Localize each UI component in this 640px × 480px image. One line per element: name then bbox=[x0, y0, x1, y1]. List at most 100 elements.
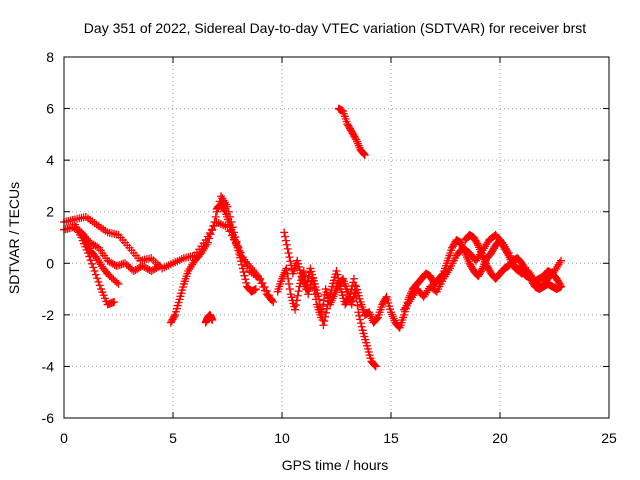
data-point-marker bbox=[257, 279, 266, 288]
data-point-marker bbox=[557, 282, 566, 291]
data-point-marker bbox=[234, 246, 243, 255]
data-point-marker bbox=[355, 311, 364, 320]
data-point-marker bbox=[170, 312, 179, 321]
data-point-marker bbox=[319, 321, 328, 330]
data-point-marker bbox=[94, 277, 103, 286]
data-point-marker bbox=[242, 278, 251, 287]
data-point-marker bbox=[206, 230, 215, 239]
data-point-marker bbox=[241, 275, 250, 284]
data-point-marker bbox=[352, 294, 361, 303]
data-point-marker bbox=[291, 305, 300, 314]
data-point-marker bbox=[320, 317, 329, 326]
data-point-marker bbox=[315, 295, 324, 304]
data-point-marker bbox=[210, 218, 219, 227]
chart-title: Day 351 of 2022, Sidereal Day-to-day VTE… bbox=[84, 20, 586, 36]
data-point-marker bbox=[301, 285, 310, 294]
data-point-marker bbox=[294, 287, 303, 296]
data-point-marker bbox=[360, 150, 369, 159]
data-point-marker bbox=[334, 274, 343, 283]
data-point-marker bbox=[356, 319, 365, 328]
data-point-marker bbox=[282, 240, 291, 249]
data-point-marker bbox=[473, 239, 482, 248]
data-point-marker bbox=[281, 232, 290, 241]
data-point-marker bbox=[353, 301, 362, 310]
data-point-marker bbox=[95, 281, 104, 290]
data-point-marker bbox=[110, 297, 119, 306]
data-point-marker bbox=[285, 253, 294, 262]
data-point-marker bbox=[269, 297, 278, 306]
y-tick-label: -4 bbox=[42, 358, 55, 374]
data-point-marker bbox=[285, 285, 294, 294]
data-point-marker bbox=[335, 277, 344, 286]
data-point-marker bbox=[91, 270, 100, 279]
data-point-marker bbox=[332, 267, 341, 276]
data-point-marker bbox=[237, 257, 246, 266]
data-point-marker bbox=[354, 308, 363, 317]
y-tick-label: 8 bbox=[46, 49, 54, 65]
plot-frame bbox=[63, 56, 610, 419]
data-point-marker bbox=[284, 274, 293, 283]
data-point-marker bbox=[315, 300, 324, 309]
data-point-marker bbox=[333, 270, 342, 279]
data-point-marker bbox=[90, 267, 99, 276]
data-point-marker bbox=[321, 312, 330, 321]
data-point-marker bbox=[371, 362, 380, 371]
data-point-marker bbox=[281, 236, 290, 245]
y-tick-label: 0 bbox=[46, 255, 54, 271]
x-tick-label: 0 bbox=[60, 430, 68, 446]
data-point-marker bbox=[259, 283, 268, 292]
data-point-marker bbox=[324, 296, 333, 305]
data-point-marker bbox=[89, 263, 98, 272]
data-point-marker bbox=[260, 286, 269, 295]
data-point-marker bbox=[316, 305, 325, 314]
data-point-marker bbox=[211, 212, 220, 221]
y-tick-label: 6 bbox=[46, 101, 54, 117]
data-point-marker bbox=[154, 262, 163, 271]
data-point-marker bbox=[282, 264, 291, 273]
data-point-marker bbox=[291, 301, 300, 310]
y-axis-label: SDTVAR / TECUs bbox=[6, 182, 22, 294]
data-point-marker bbox=[114, 279, 123, 288]
data-point-marker bbox=[322, 308, 331, 317]
data-point-marker bbox=[235, 250, 244, 259]
data-point-marker bbox=[394, 322, 403, 331]
data-point-marker bbox=[557, 256, 566, 265]
data-point-marker bbox=[220, 206, 229, 215]
data-point-marker bbox=[347, 285, 356, 294]
data-point-marker bbox=[112, 278, 121, 287]
data-point-marker bbox=[344, 294, 353, 303]
data-point-marker bbox=[357, 322, 366, 331]
data-point-marker bbox=[477, 265, 486, 274]
data-point-marker bbox=[155, 261, 164, 270]
data-point-marker bbox=[284, 279, 293, 288]
data-point-marker bbox=[326, 289, 335, 298]
data-point-marker bbox=[323, 300, 332, 309]
data-point-marker bbox=[322, 304, 331, 313]
data-point-marker bbox=[255, 275, 264, 284]
data-point-marker bbox=[349, 274, 358, 283]
x-axis-label: GPS time / hours bbox=[282, 457, 389, 473]
data-point-marker bbox=[370, 361, 379, 370]
data-point-marker bbox=[237, 260, 246, 269]
data-points bbox=[60, 104, 566, 371]
data-point-marker bbox=[209, 222, 218, 231]
data-point-marker bbox=[359, 149, 368, 158]
data-point-marker bbox=[203, 238, 212, 247]
x-tick-label: 20 bbox=[492, 430, 508, 446]
y-tick-label: -6 bbox=[42, 410, 55, 426]
data-point-marker bbox=[286, 257, 295, 266]
data-point-marker bbox=[345, 292, 354, 301]
x-tick-label: 15 bbox=[383, 430, 399, 446]
axis-ticks: 0 5 10 15 20 25 -6 -4 -2 0 2 4 6 8 bbox=[42, 49, 617, 446]
data-point-marker bbox=[207, 226, 216, 235]
data-point-marker bbox=[239, 268, 248, 277]
grid-lines bbox=[64, 57, 609, 418]
data-point-marker bbox=[86, 256, 95, 265]
data-point-marker bbox=[283, 244, 292, 253]
data-point-marker bbox=[284, 248, 293, 257]
y-tick-label: 4 bbox=[46, 152, 54, 168]
data-point-marker bbox=[251, 285, 260, 294]
data-point-marker bbox=[236, 253, 245, 262]
data-point-marker bbox=[238, 264, 247, 273]
